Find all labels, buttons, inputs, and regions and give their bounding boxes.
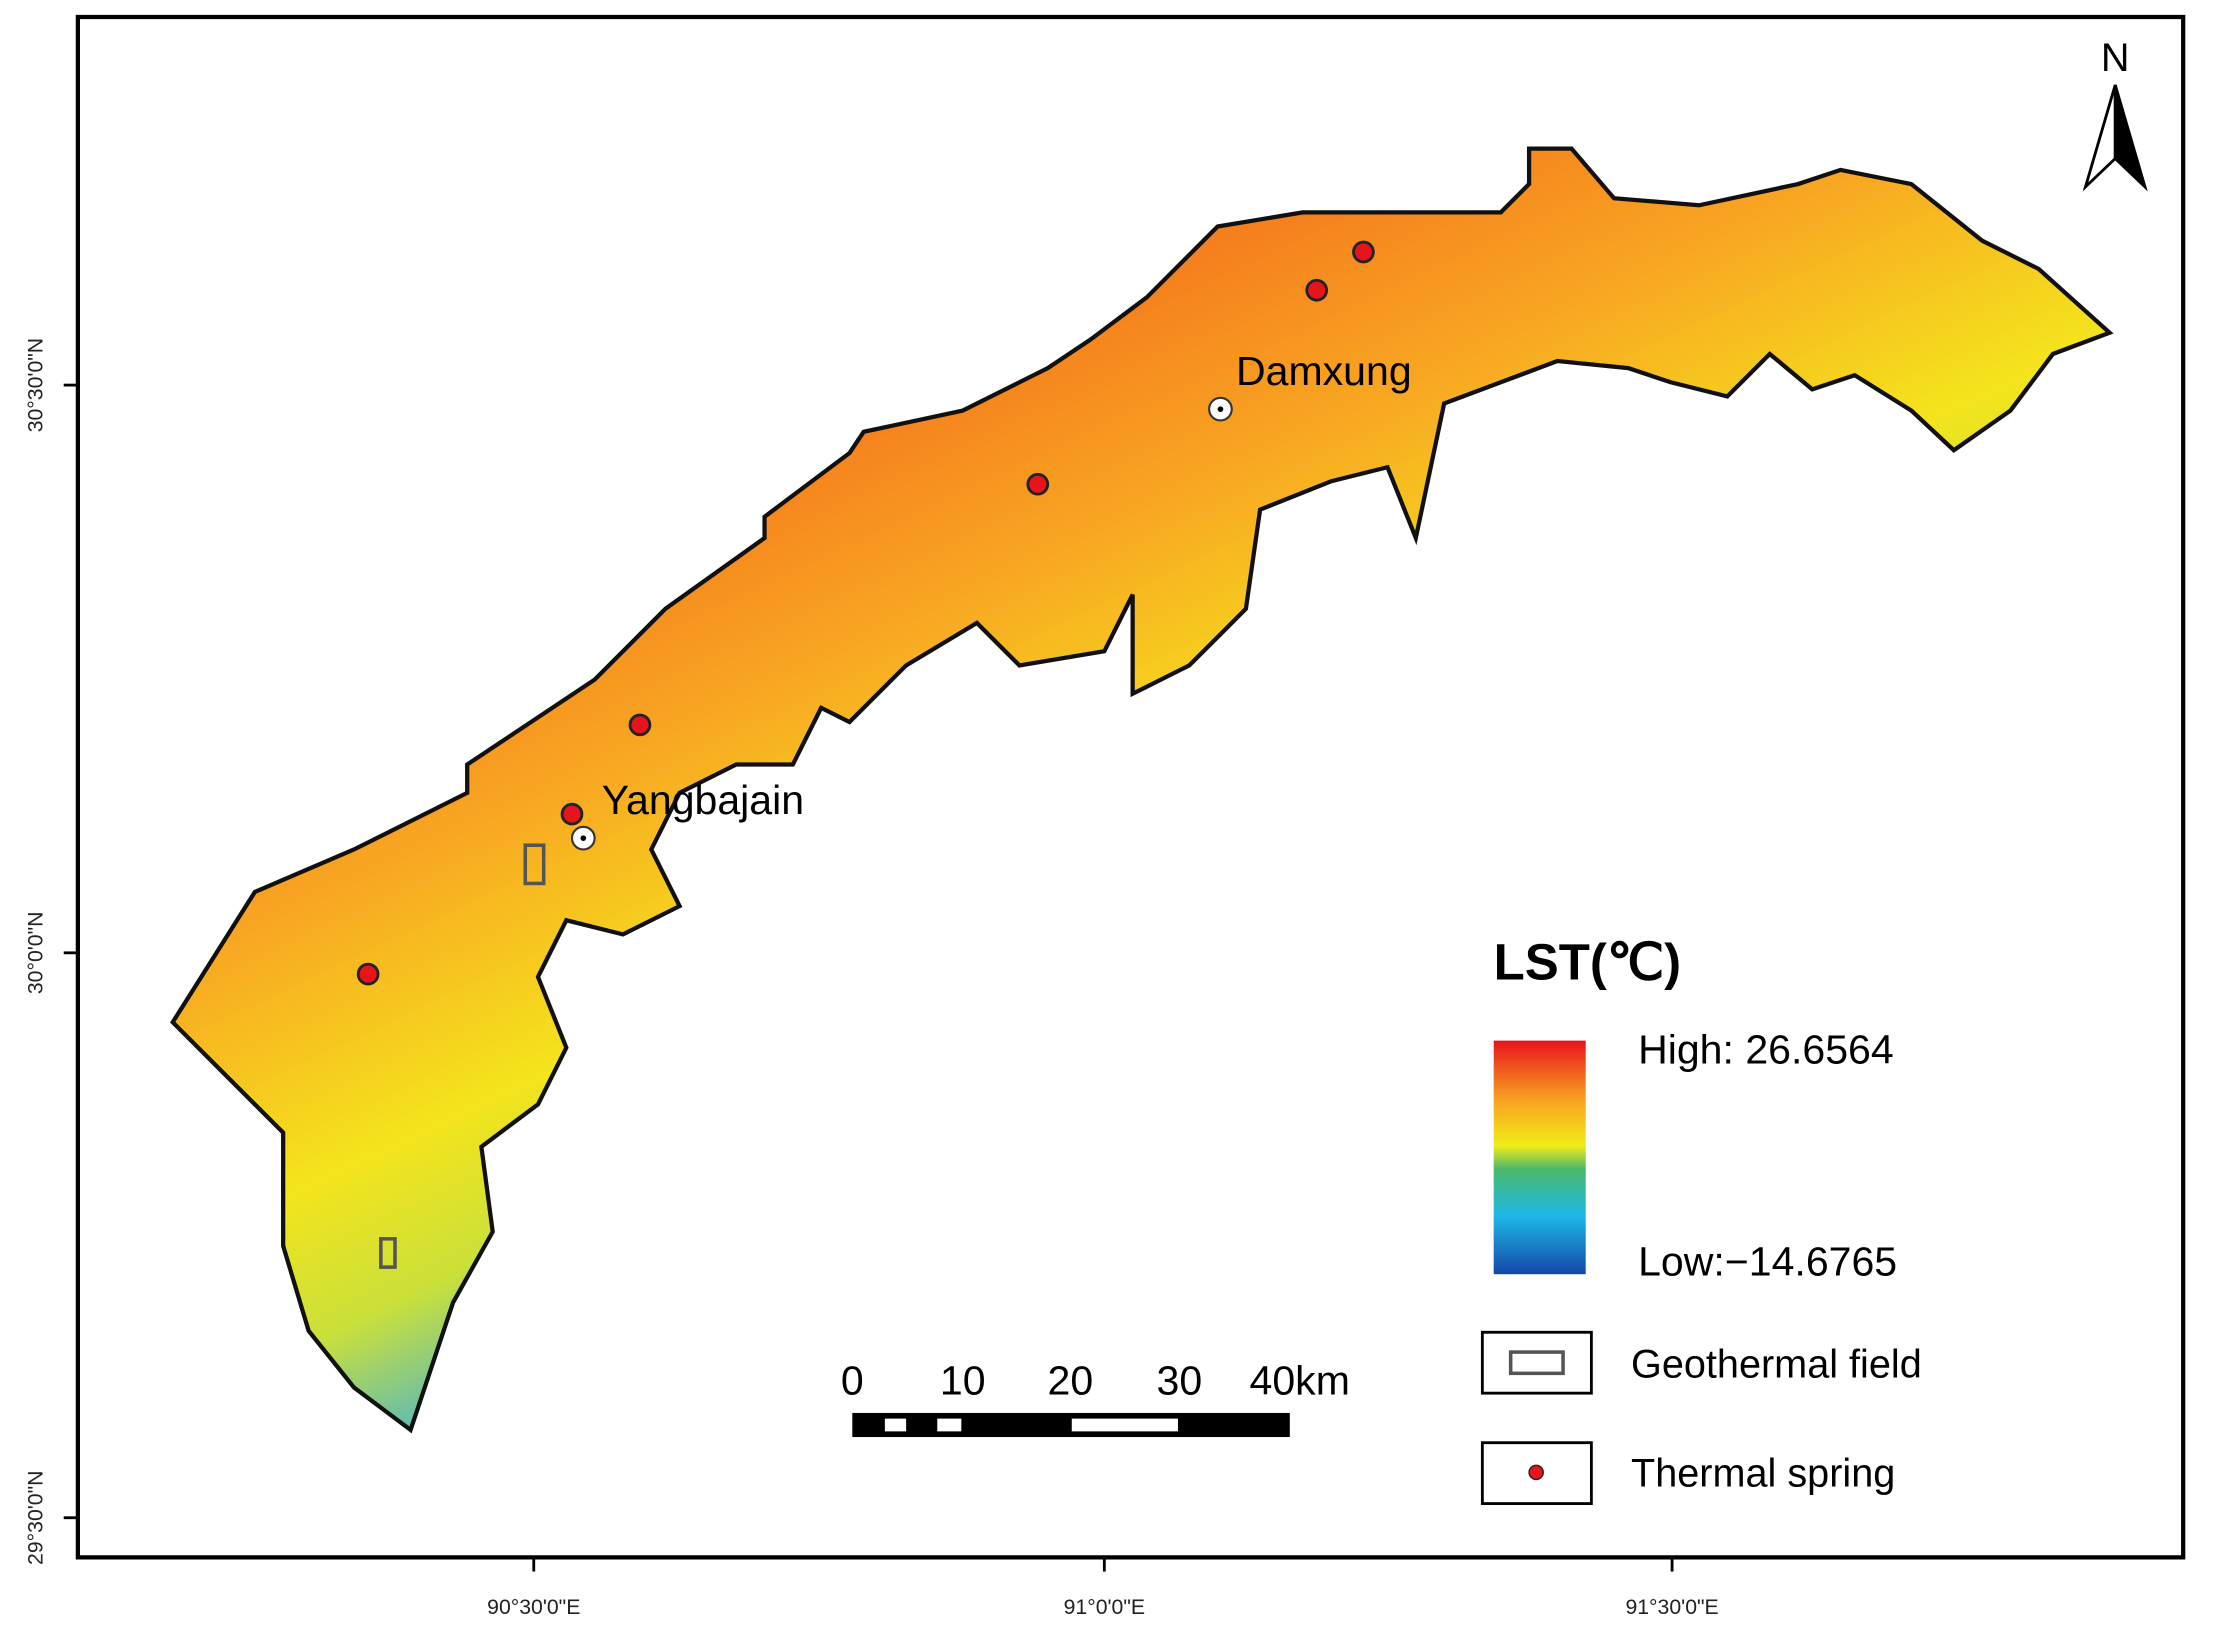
town-marker-dot <box>1217 406 1224 412</box>
geothermal-field <box>379 1237 397 1269</box>
legend-colorbar <box>1493 1040 1586 1275</box>
thermal-spring <box>1305 278 1329 302</box>
scale-label: 30 <box>1157 1358 1203 1404</box>
thermal-spring <box>356 962 380 986</box>
y-tick-label: 30°0'0"N <box>24 912 47 995</box>
scale-bar-segment <box>884 1418 907 1432</box>
legend-geothermal-symbol <box>1508 1350 1565 1376</box>
thermal-spring <box>1026 472 1050 496</box>
scale-bar <box>852 1412 1290 1438</box>
thermal-spring <box>1352 240 1375 264</box>
thermal-spring <box>628 713 652 737</box>
legend-box <box>1480 1330 1593 1395</box>
ticks <box>63 383 1674 1572</box>
x-tick-label: 91°30'0"E <box>1625 1596 1718 1619</box>
town-marker-dot <box>580 835 587 841</box>
towns <box>570 396 1233 851</box>
geothermal-fields <box>379 843 546 1269</box>
legend-low: Low:−14.6765 <box>1638 1239 1897 1285</box>
scale-bar-segment <box>937 1418 962 1432</box>
place-label: Yangbajain <box>602 777 804 823</box>
geothermal-field <box>523 843 546 886</box>
y-tick-label: 29°30'0"N <box>24 1471 47 1565</box>
north-arrow <box>2113 84 2148 192</box>
legend-label: Thermal spring <box>1631 1452 1895 1496</box>
x-tick-label: 90°30'0"E <box>487 1596 580 1619</box>
legend-high: High: 26.6564 <box>1638 1026 1894 1072</box>
scale-label: 0 <box>841 1358 864 1404</box>
legend-label: Geothermal field <box>1631 1343 1922 1387</box>
legend-spring-symbol <box>1528 1464 1544 1481</box>
study-area <box>170 146 2114 1434</box>
x-tick-label: 91°0'0"E <box>1064 1596 1145 1619</box>
scale-bar-segment <box>1071 1418 1178 1432</box>
scale-label: 20 <box>1048 1358 1094 1404</box>
map-frame <box>75 14 2186 1560</box>
y-tick-label: 30°30'0"N <box>24 338 47 432</box>
place-label: Damxung <box>1236 348 1412 394</box>
thermal-springs <box>356 240 1375 986</box>
scale-label: 40km <box>1250 1358 1350 1404</box>
legend-title: LST(℃) <box>1494 934 1681 991</box>
thermal-spring <box>560 802 584 826</box>
north-label: N <box>2101 36 2130 80</box>
legend-box <box>1480 1441 1593 1505</box>
scale-label: 10 <box>940 1358 986 1404</box>
north-arrow <box>2082 84 2117 192</box>
